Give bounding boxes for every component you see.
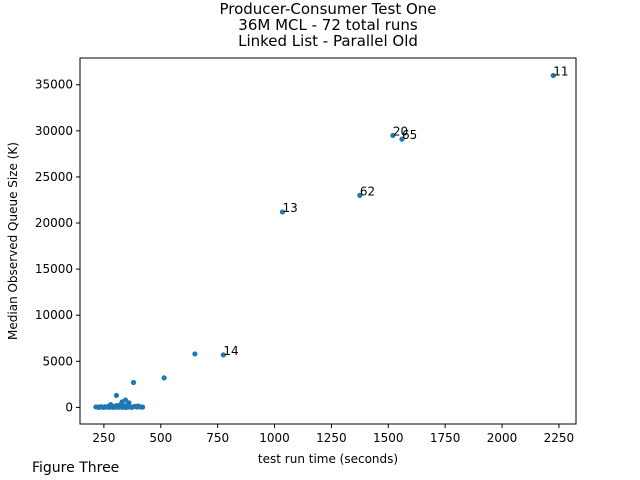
plot-frame [79, 57, 577, 425]
title-line-2: 36M MCL - 72 total runs [238, 16, 418, 34]
data-point [399, 136, 405, 142]
x-tick-label: 1500 [373, 431, 404, 445]
data-point [390, 132, 396, 139]
point-annotation: 62 [360, 184, 375, 198]
data-point [113, 402, 120, 409]
data-point [106, 404, 113, 410]
x-tick-label: 1750 [430, 431, 461, 445]
data-point [125, 402, 131, 408]
data-point [139, 404, 146, 410]
y-tick-label: 10000 [35, 308, 73, 322]
y-tick-label: 5000 [42, 354, 73, 368]
y-axis-label: Median Observed Queue Size (K) [6, 142, 20, 340]
y-tick-label: 35000 [35, 78, 73, 92]
y-tick-label: 20000 [35, 216, 73, 230]
data-point [279, 209, 286, 215]
x-tick-label: 2250 [544, 431, 575, 445]
x-tick-label: 500 [149, 431, 172, 445]
data-point [550, 72, 556, 79]
title-line-1: Producer-Consumer Test One [219, 0, 436, 18]
figure-caption: Figure Three [32, 460, 120, 476]
point-annotation: 65 [402, 128, 417, 142]
x-tick-label: 750 [206, 431, 229, 445]
x-axis-label: test run time (seconds) [258, 452, 398, 466]
x-tick-label: 2000 [487, 431, 518, 445]
title-line-3: Linked List - Parallel Old [238, 32, 418, 50]
point-annotation: 13 [282, 201, 297, 215]
data-point [101, 404, 107, 410]
data-points [93, 72, 556, 410]
data-point [113, 392, 120, 399]
data-point [357, 192, 363, 198]
y-tick-label: 0 [65, 400, 73, 414]
y-tick-label: 15000 [35, 262, 73, 276]
point-annotation: 14 [223, 344, 238, 358]
point-annotation: 11 [553, 65, 568, 79]
y-tick-label: 30000 [35, 124, 73, 138]
data-point [96, 404, 102, 410]
y-axis-ticks: 0 5000 10000 15000 20000 25000 30000 35000 [35, 78, 80, 414]
data-point [130, 379, 137, 386]
data-point [129, 404, 135, 410]
data-point [220, 352, 226, 358]
x-tick-label: 1000 [259, 431, 290, 445]
x-tick-label: 250 [92, 431, 115, 445]
x-axis-ticks: 250 500 750 1000 1250 1500 1750 2000 2250 [92, 424, 574, 445]
x-tick-label: 1250 [316, 431, 347, 445]
data-point [161, 375, 167, 381]
point-annotation: 20 [393, 124, 408, 138]
y-tick-label: 25000 [35, 170, 73, 184]
data-point [192, 351, 198, 357]
